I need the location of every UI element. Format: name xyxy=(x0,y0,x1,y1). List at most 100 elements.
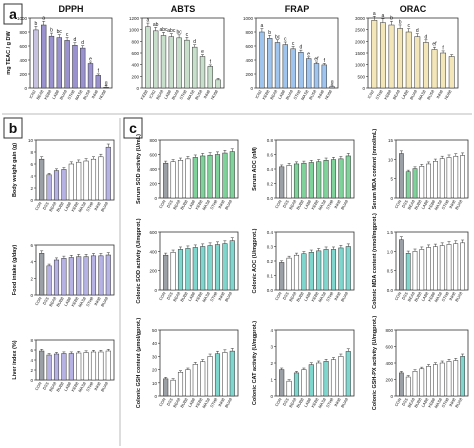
x-tick-label: BUB8 xyxy=(413,396,423,408)
x-tick-label: CON xyxy=(158,291,167,301)
bar xyxy=(76,256,82,296)
x-tick-label: MAS8 xyxy=(201,290,211,303)
y-tick-label: 4 xyxy=(270,328,273,333)
x-tick-label: LAB8 xyxy=(303,198,313,210)
y-tick-label: 20 xyxy=(152,368,158,373)
x-tick-label: INH8 xyxy=(90,88,99,99)
y-tick-label: 1.0 xyxy=(387,249,394,254)
bar xyxy=(229,350,235,397)
x-tick-label: INH8 xyxy=(93,200,102,211)
x-tick-label: STH8 xyxy=(209,198,219,210)
y-tick-label: 0 xyxy=(362,86,365,91)
data-label: c xyxy=(292,41,295,47)
data-label: b xyxy=(35,21,38,27)
x-tick-label: MAS8 xyxy=(433,198,443,211)
bar xyxy=(301,253,307,291)
x-tick-label: KEB8 xyxy=(70,380,80,392)
bar xyxy=(412,371,418,397)
bar xyxy=(207,356,213,397)
bar xyxy=(323,160,329,199)
chart-13: Colonic GSH content (μmol/gprot.) 50 40 30 2… xyxy=(136,318,239,409)
bar xyxy=(177,249,184,291)
data-label: a xyxy=(147,18,150,24)
bar xyxy=(293,254,300,291)
y-tick-label: 0.2 xyxy=(267,259,274,264)
y-tick-label: 6 xyxy=(30,162,33,167)
bar xyxy=(323,249,329,291)
x-tick-label: MAS8 xyxy=(317,396,327,409)
chart-title: ABTS xyxy=(171,4,196,14)
bar xyxy=(160,35,167,89)
x-tick-label: KEB8 xyxy=(139,88,149,100)
y-tick-label: 8 xyxy=(30,150,33,155)
y-tick-label: 400 xyxy=(149,167,157,172)
chart-title: ORAC xyxy=(400,4,427,14)
x-tick-label: STH8 xyxy=(85,200,95,212)
bar xyxy=(222,152,228,199)
x-tick-label: STH8 xyxy=(325,290,335,302)
bar xyxy=(412,251,418,291)
x-tick-label: STH8 xyxy=(325,198,335,210)
data-label: a xyxy=(382,13,385,19)
y-tick-label: 0 xyxy=(30,378,33,383)
x-tick-label: BUB8 xyxy=(413,198,423,210)
bar xyxy=(80,47,86,89)
bar xyxy=(448,56,455,89)
data-label: ab xyxy=(153,22,159,28)
x-tick-label: LAB8 xyxy=(63,200,73,212)
y-tick-label: 10 xyxy=(28,138,34,143)
x-tick-label: MAS8 xyxy=(186,88,196,101)
bar xyxy=(184,39,190,89)
y-tick-label: 0.4 xyxy=(267,167,274,172)
x-tick-label: KEB8 xyxy=(70,295,80,307)
x-tick-label: STH8 xyxy=(178,88,188,100)
bar xyxy=(426,247,431,291)
bar xyxy=(439,158,445,199)
x-tick-label: BUA8 xyxy=(224,290,234,302)
x-tick-label: BEA8 xyxy=(406,396,416,408)
x-tick-label: DSS xyxy=(166,199,175,209)
y-tick-label: 4 xyxy=(30,174,33,179)
bar xyxy=(68,257,74,296)
data-label: ef xyxy=(432,42,437,48)
x-tick-label: INH8 xyxy=(93,295,102,306)
bar xyxy=(446,244,452,291)
bar xyxy=(200,155,206,199)
x-tick-label: MAS8 xyxy=(300,88,310,101)
chart-8: Serum AOC (nM)0.80.60.40.20.0CONDSSBEA8B… xyxy=(252,138,355,211)
bar xyxy=(460,356,465,397)
bar xyxy=(399,239,404,291)
bar xyxy=(90,158,97,201)
x-tick-label: BUB8 xyxy=(55,200,65,212)
bar xyxy=(61,353,67,381)
y-tick-label: 1000 xyxy=(129,28,140,33)
y-tick-label: 6 xyxy=(30,348,33,353)
x-tick-label: BEA8 xyxy=(406,198,416,210)
bar xyxy=(279,369,285,397)
x-tick-label: LAB8 xyxy=(400,88,410,100)
y-tick-label: 600 xyxy=(149,230,157,235)
bar xyxy=(433,161,438,199)
y-tick-label: 200 xyxy=(131,74,139,79)
bar xyxy=(274,42,281,89)
data-label: g xyxy=(331,80,334,86)
y-tick-label: 4 xyxy=(30,358,33,363)
bar xyxy=(53,259,60,296)
y-tick-label: 400 xyxy=(385,361,393,366)
y-tick-label: 800 xyxy=(131,39,139,44)
x-tick-label: BUA8 xyxy=(454,290,464,302)
y-tick-label: 2 xyxy=(270,361,273,366)
x-tick-label: STH8 xyxy=(325,396,335,408)
x-tick-label: KEB8 xyxy=(310,290,320,302)
data-label: d xyxy=(425,34,428,40)
x-tick-label: STH8 xyxy=(440,198,450,210)
x-tick-label: STH8 xyxy=(209,396,219,408)
x-tick-label: CON xyxy=(274,397,283,407)
y-tick-label: 2000 xyxy=(355,39,366,44)
bar xyxy=(405,253,411,291)
bar xyxy=(286,380,292,397)
y-tick-label: 800 xyxy=(385,328,393,333)
bar xyxy=(316,161,322,199)
x-tick-label: MAS8 xyxy=(74,88,84,101)
bar xyxy=(323,361,329,397)
